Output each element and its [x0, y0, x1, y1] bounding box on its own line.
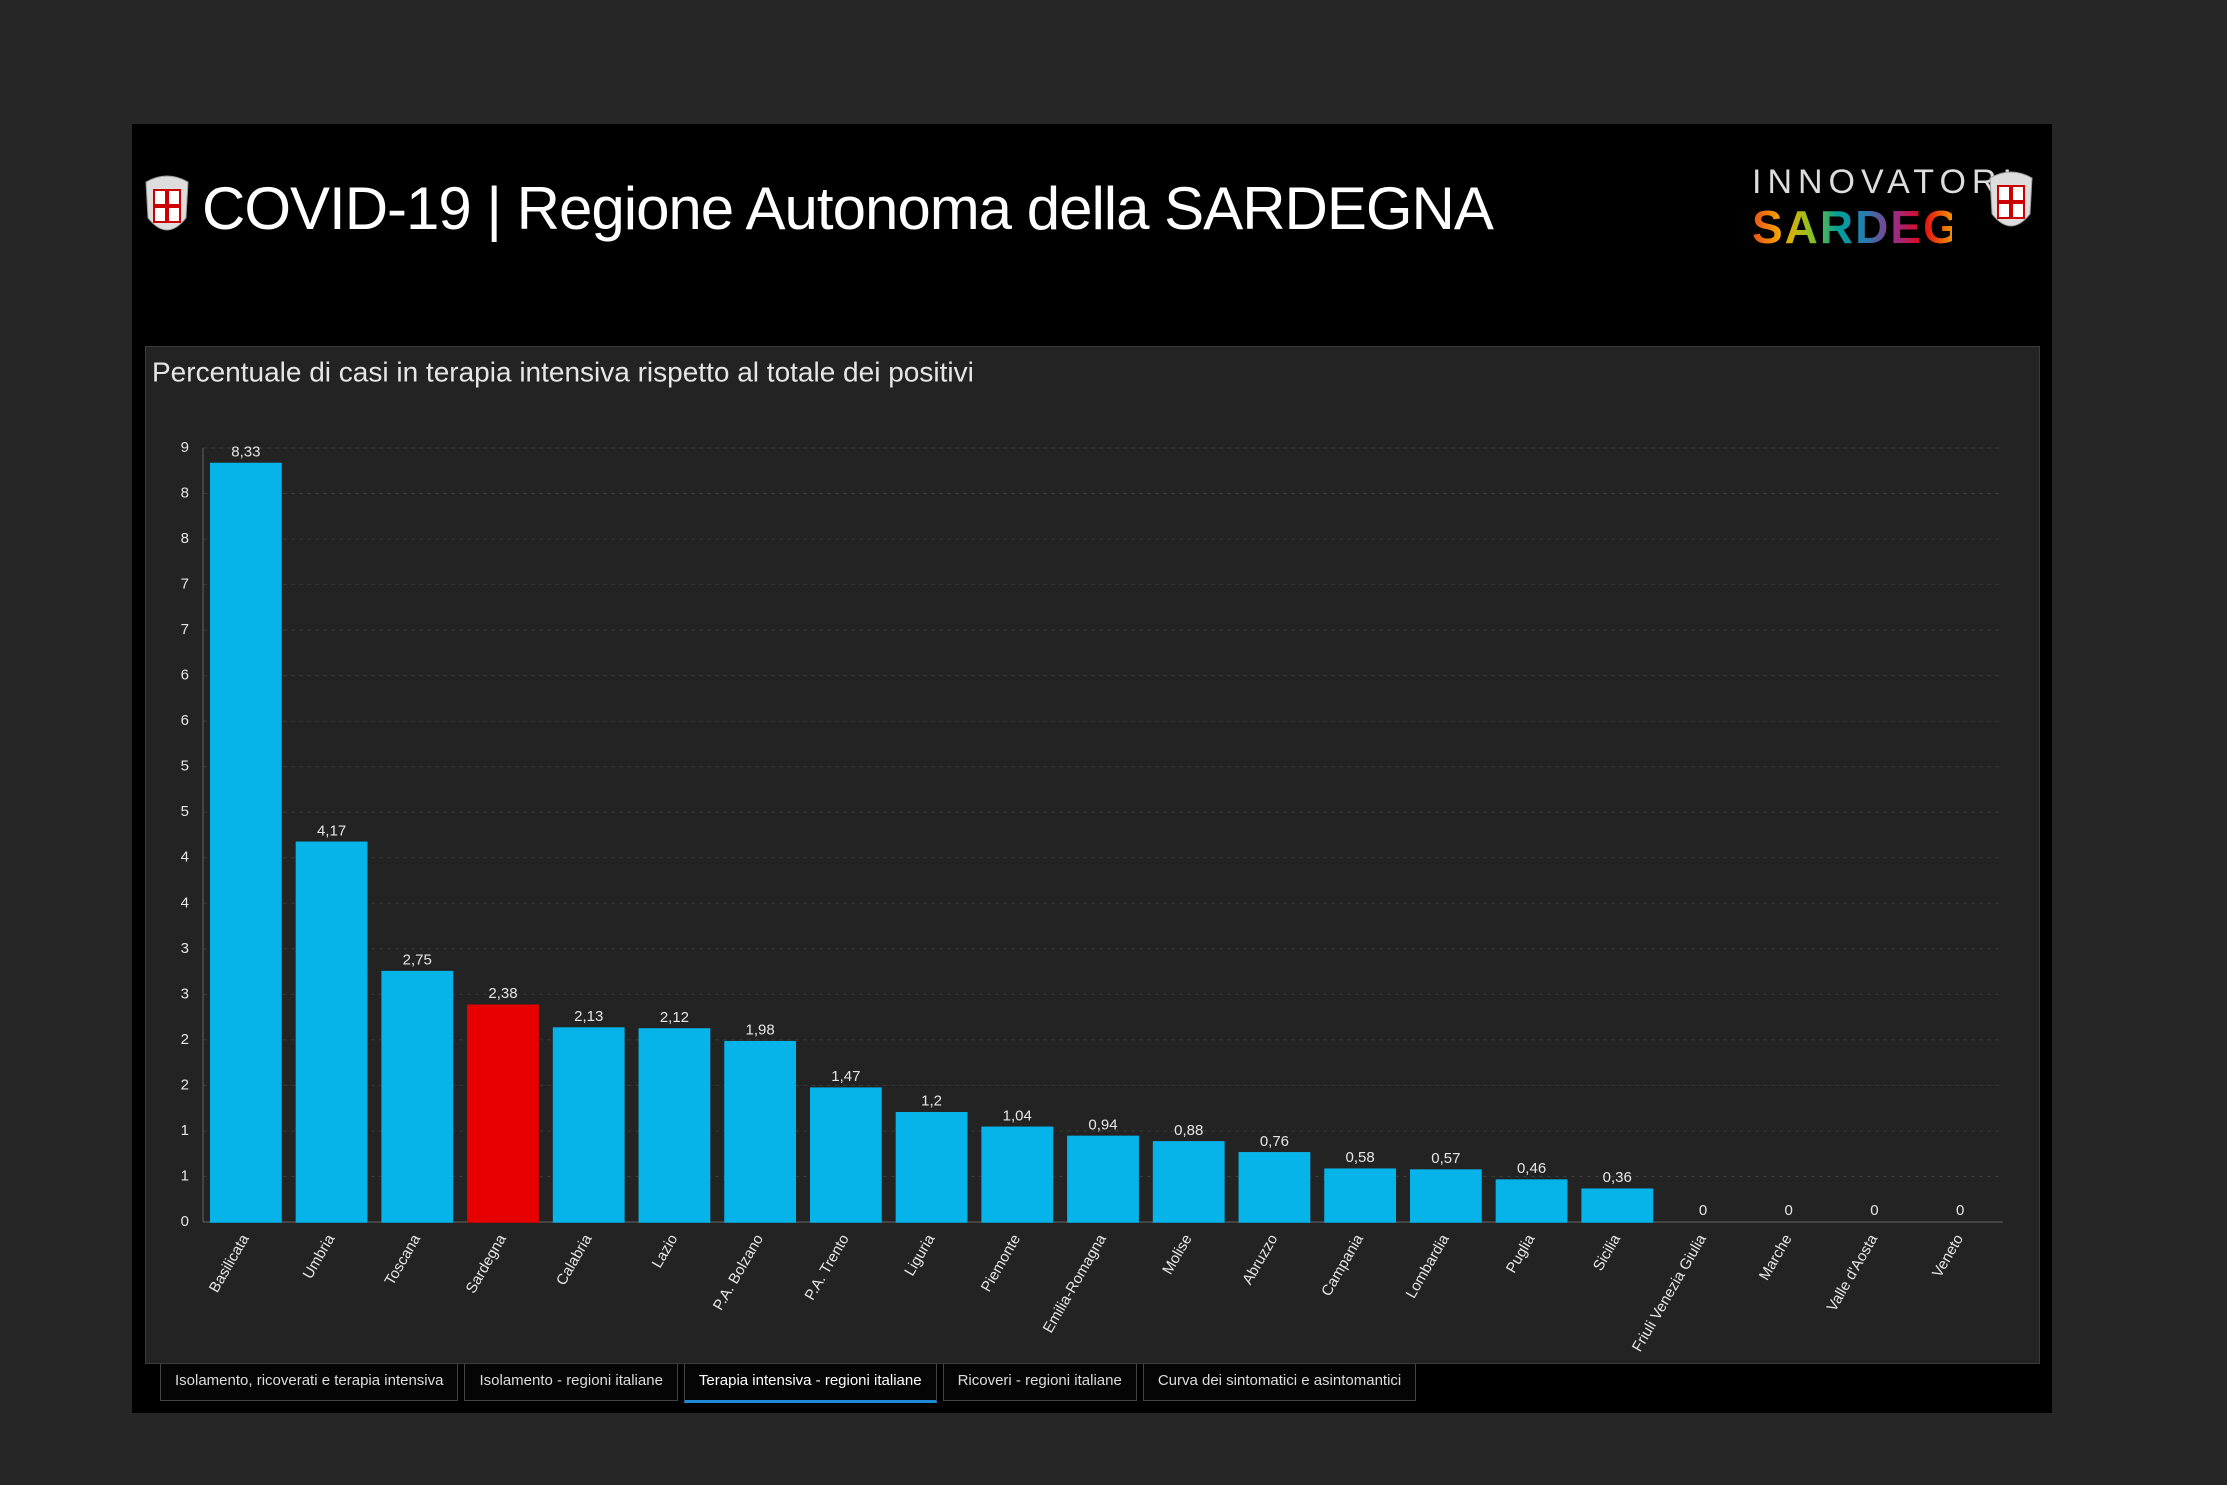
logo: INNOVATORI SARDEGNA	[1752, 162, 2032, 253]
y-tick-label: 8	[181, 484, 189, 501]
logo-top: INNOVATORI	[1752, 163, 2018, 201]
bar	[895, 1111, 968, 1223]
logo-bottom: SARDEGNA	[1752, 201, 2032, 253]
data-label: 2,13	[574, 1008, 603, 1025]
x-tick-label: P.A. Trento	[801, 1231, 852, 1303]
x-tick-label: Campania	[1318, 1231, 1367, 1299]
data-label: 4,17	[317, 822, 346, 839]
y-tick-label: 4	[181, 849, 189, 866]
y-tick-label: 2	[181, 1076, 189, 1093]
x-tick-label: Sicilia	[1590, 1231, 1625, 1274]
bar	[381, 970, 454, 1223]
x-tick-label: P.A. Bolzano	[710, 1231, 767, 1313]
data-label: 2,12	[660, 1009, 689, 1026]
data-label: 2,38	[488, 985, 517, 1002]
bar	[638, 1028, 711, 1223]
y-tick-label: 5	[181, 758, 189, 775]
x-tick-label: Marche	[1756, 1231, 1796, 1283]
chart-title: Percentuale di casi in terapia intensiva…	[152, 356, 974, 387]
x-tick-label: Valle d'Aosta	[1824, 1231, 1882, 1315]
x-tick-label: Molise	[1159, 1231, 1195, 1277]
bar	[1324, 1168, 1397, 1223]
crest-icon	[1989, 171, 2033, 227]
bar	[1238, 1152, 1311, 1223]
y-tick-label: 1	[181, 1167, 189, 1184]
x-tick-label: Abruzzo	[1239, 1231, 1281, 1287]
y-tick-label: 3	[181, 940, 189, 957]
bar	[981, 1126, 1054, 1223]
data-label: 1,47	[831, 1068, 860, 1085]
crest-icon	[145, 175, 189, 231]
chart: Percentuale di casi in terapia intensiva…	[152, 356, 2003, 1355]
tab[interactable]: Isolamento, ricoverati e terapia intensi…	[160, 1364, 459, 1401]
data-label: 1,04	[1003, 1107, 1032, 1124]
bar	[209, 462, 282, 1223]
bar	[1067, 1135, 1139, 1223]
y-tick-label: 8	[181, 530, 189, 547]
y-tick-label: 5	[181, 803, 189, 820]
bar	[724, 1040, 797, 1223]
chart-panel: Percentuale di casi in terapia intensiva…	[145, 346, 2040, 1364]
data-label: 8,33	[231, 443, 260, 460]
y-tick-label: 3	[181, 985, 189, 1002]
data-label: 0	[1956, 1202, 1964, 1219]
x-tick-label: Sardegna	[463, 1231, 511, 1296]
data-label: 0,58	[1346, 1149, 1375, 1166]
data-label: 2,75	[403, 952, 432, 969]
bar	[1409, 1169, 1482, 1223]
tab[interactable]: Ricoveri - regioni italiane	[942, 1364, 1137, 1401]
data-label: 0,57	[1431, 1150, 1460, 1167]
y-tick-label: 0	[181, 1213, 189, 1230]
y-tick-label: 9	[181, 439, 189, 456]
data-label: 1,98	[746, 1022, 775, 1039]
y-tick-label: 4	[181, 894, 189, 911]
tab[interactable]: Curva dei sintomatici e asintomantici	[1142, 1364, 1417, 1401]
x-tick-label: Toscana	[382, 1231, 425, 1288]
bar	[295, 841, 368, 1223]
data-label: 0,46	[1517, 1160, 1546, 1177]
x-tick-label: Lombardia	[1403, 1231, 1453, 1301]
x-tick-label: Emilia-Romagna	[1040, 1231, 1110, 1336]
tab[interactable]: Terapia intensiva - regioni italiane	[683, 1364, 937, 1403]
x-tick-label: Umbria	[300, 1231, 339, 1282]
bar	[1152, 1141, 1225, 1223]
data-label: 0	[1870, 1202, 1878, 1219]
dashboard: COVID-19 | Regione Autonoma della SARDEG…	[132, 124, 2052, 1413]
x-tick-label: Calabria	[553, 1231, 596, 1288]
y-tick-label: 7	[181, 621, 189, 638]
bar	[467, 1004, 539, 1223]
data-label: 1,2	[921, 1093, 942, 1110]
y-tick-label: 1	[181, 1122, 189, 1139]
y-tick-label: 2	[181, 1031, 189, 1048]
tab[interactable]: Isolamento - regioni italiane	[464, 1364, 678, 1401]
x-tick-label: Piemonte	[978, 1231, 1024, 1294]
data-label: 0,36	[1603, 1169, 1632, 1186]
data-label: 0	[1699, 1202, 1707, 1219]
y-tick-label: 6	[181, 667, 189, 684]
bar	[552, 1027, 625, 1223]
bar	[809, 1087, 882, 1223]
x-tick-label: Friuli Venezia Giulia	[1629, 1231, 1710, 1355]
page-title: COVID-19 | Regione Autonoma della SARDEG…	[202, 175, 1494, 242]
data-label: 0,76	[1260, 1133, 1289, 1150]
x-tick-label: Lazio	[649, 1231, 682, 1271]
data-label: 0,94	[1088, 1116, 1117, 1133]
x-tick-label: Basilicata	[206, 1231, 253, 1296]
bar	[1581, 1188, 1654, 1223]
data-label: 0	[1785, 1202, 1793, 1219]
x-tick-label: Veneto	[1929, 1231, 1967, 1280]
bar	[1495, 1179, 1568, 1223]
y-tick-label: 7	[181, 576, 189, 593]
data-label: 0,88	[1174, 1122, 1203, 1139]
tab-bar: Isolamento, ricoverati e terapia intensi…	[160, 1364, 1417, 1403]
x-tick-label: Puglia	[1503, 1231, 1539, 1276]
y-tick-label: 6	[181, 712, 189, 729]
x-tick-label: Liguria	[901, 1231, 939, 1279]
